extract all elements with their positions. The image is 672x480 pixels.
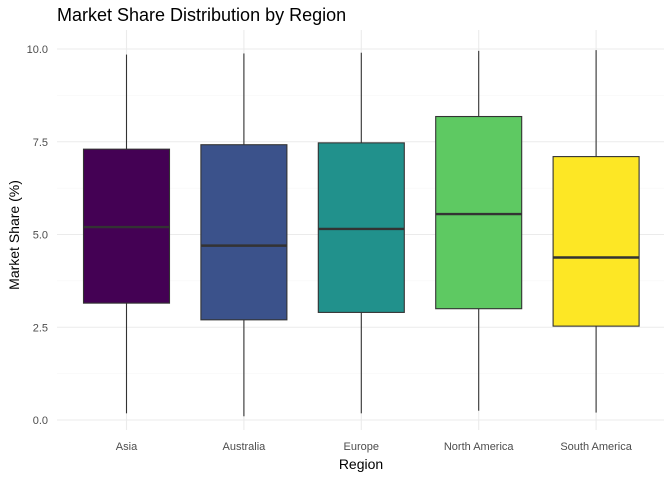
x-tick-label: Australia	[223, 441, 267, 453]
y-tick-label: 0.0	[33, 415, 48, 427]
box-asia	[82, 54, 171, 414]
y-tick-label: 5.0	[33, 230, 48, 242]
box-australia	[200, 53, 288, 417]
y-tick-label: 10.0	[27, 44, 48, 56]
box-south-america	[552, 50, 640, 413]
x-axis-title: Region	[339, 456, 383, 472]
x-axis-ticks: Asia Australia Europe North America South Am…	[116, 441, 633, 453]
x-tick-label: North America	[444, 441, 515, 453]
chart-title: Market Share Distribution by Region	[57, 5, 346, 25]
box-europe	[317, 52, 405, 414]
y-tick-label: 2.5	[33, 322, 48, 334]
box-iqr	[317, 142, 405, 313]
x-tick-label: Europe	[344, 441, 379, 453]
x-tick-label: South America	[560, 441, 632, 453]
x-tick-label: Asia	[116, 441, 138, 453]
y-axis-title: Market Share (%)	[6, 180, 22, 290]
box-iqr	[200, 144, 288, 321]
box-iqr	[552, 156, 640, 327]
box-north-america	[435, 50, 523, 411]
boxes	[82, 50, 640, 417]
y-tick-label: 7.5	[33, 137, 48, 149]
box-iqr	[435, 115, 523, 310]
y-axis-ticks: 0.0 2.5 5.0 7.5 10.0	[27, 44, 48, 427]
